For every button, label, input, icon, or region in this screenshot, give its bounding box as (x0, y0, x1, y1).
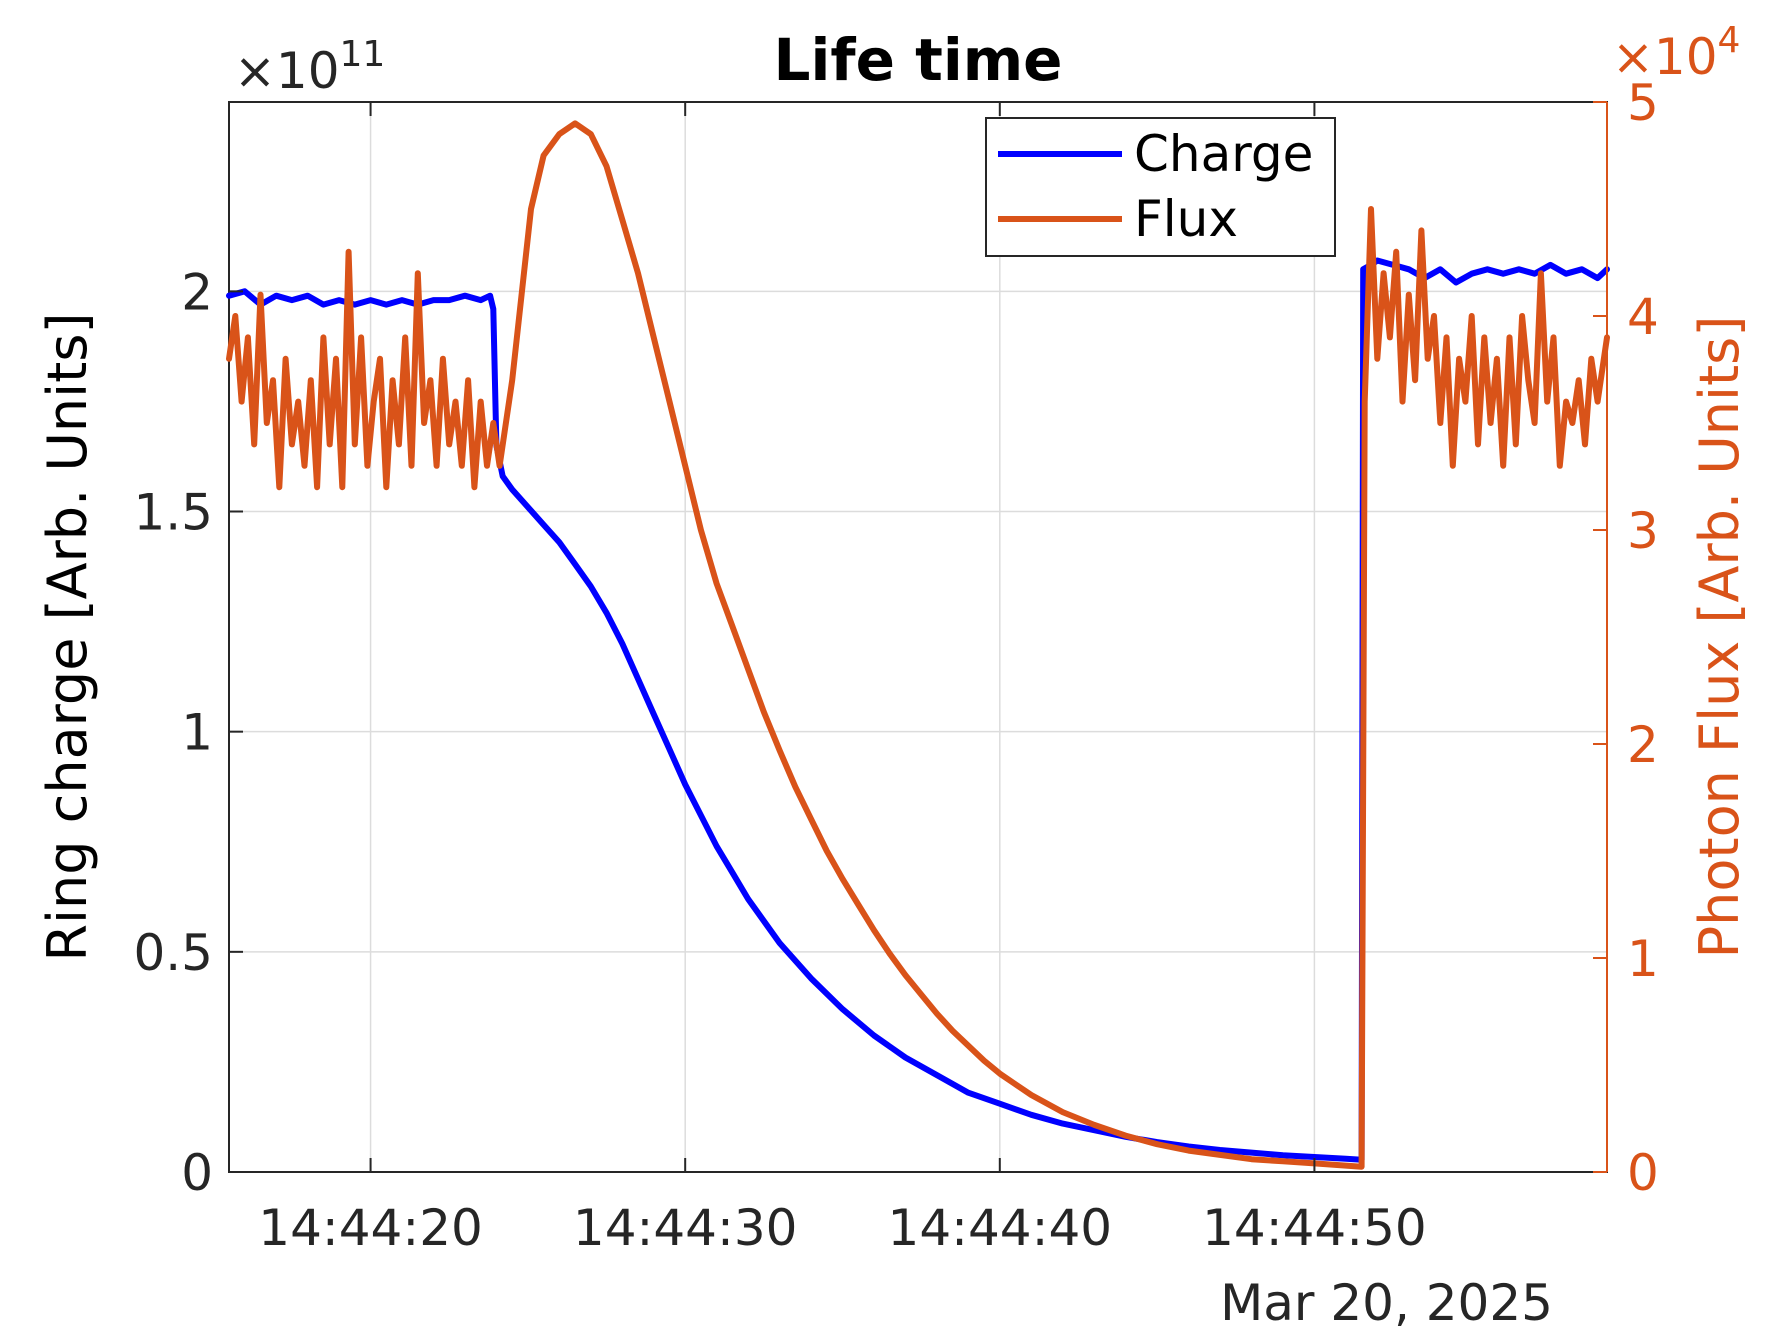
x-tick-label: 14:44:40 (888, 1199, 1113, 1257)
right-tick-label: 2 (1627, 716, 1659, 774)
left-multiplier-exponent: 11 (340, 34, 386, 75)
left-tick-label: 1 (181, 704, 213, 762)
series-layer (226, 120, 1610, 1170)
x-axis-ticks: 14:44:20 14:44:30 14:44:40 14:44:50 (258, 102, 1427, 1257)
right-axis-ticks: 0 1 2 3 4 5 (1593, 74, 1659, 1202)
grid-lines (229, 102, 1607, 1173)
right-multiplier-base: ×10 (1612, 28, 1718, 86)
right-axis-label: Photon Flux [Arb. Units] (1688, 316, 1751, 959)
legend-label-charge: Charge (1134, 125, 1313, 183)
right-multiplier-exponent: 4 (1718, 20, 1741, 61)
left-axis-multiplier: ×1011 (234, 34, 385, 100)
left-tick-label: 0.5 (133, 924, 213, 982)
x-tick-label: 14:44:30 (573, 1199, 798, 1257)
right-tick-label: 1 (1627, 930, 1659, 988)
left-axis-ticks: 0 0.5 1 1.5 2 (133, 263, 243, 1202)
x-tick-label: 14:44:20 (258, 1199, 483, 1257)
left-tick-label: 1.5 (133, 484, 213, 542)
left-multiplier-base: ×10 (234, 42, 340, 100)
left-axis-label: Ring charge [Arb. Units] (36, 312, 99, 961)
left-tick-label: 2 (181, 263, 213, 321)
legend-box (985, 117, 1336, 257)
x-tick-label: 14:44:50 (1202, 1199, 1427, 1257)
right-tick-label: 0 (1627, 1144, 1659, 1202)
chart-title: Life time (774, 26, 1063, 94)
legend[interactable]: Charge Flux (985, 117, 1336, 257)
right-tick-label: 3 (1627, 502, 1659, 560)
right-axis-multiplier: ×104 (1612, 20, 1740, 86)
x-axis-date-label: Mar 20, 2025 (1220, 1274, 1553, 1326)
right-tick-label: 4 (1627, 288, 1659, 346)
right-tick-label: 5 (1627, 74, 1659, 132)
plot-area-frame (228, 101, 1608, 1173)
legend-label-flux: Flux (1134, 190, 1238, 248)
left-tick-label: 0 (181, 1144, 213, 1202)
series-line-flux (226, 120, 1610, 1170)
